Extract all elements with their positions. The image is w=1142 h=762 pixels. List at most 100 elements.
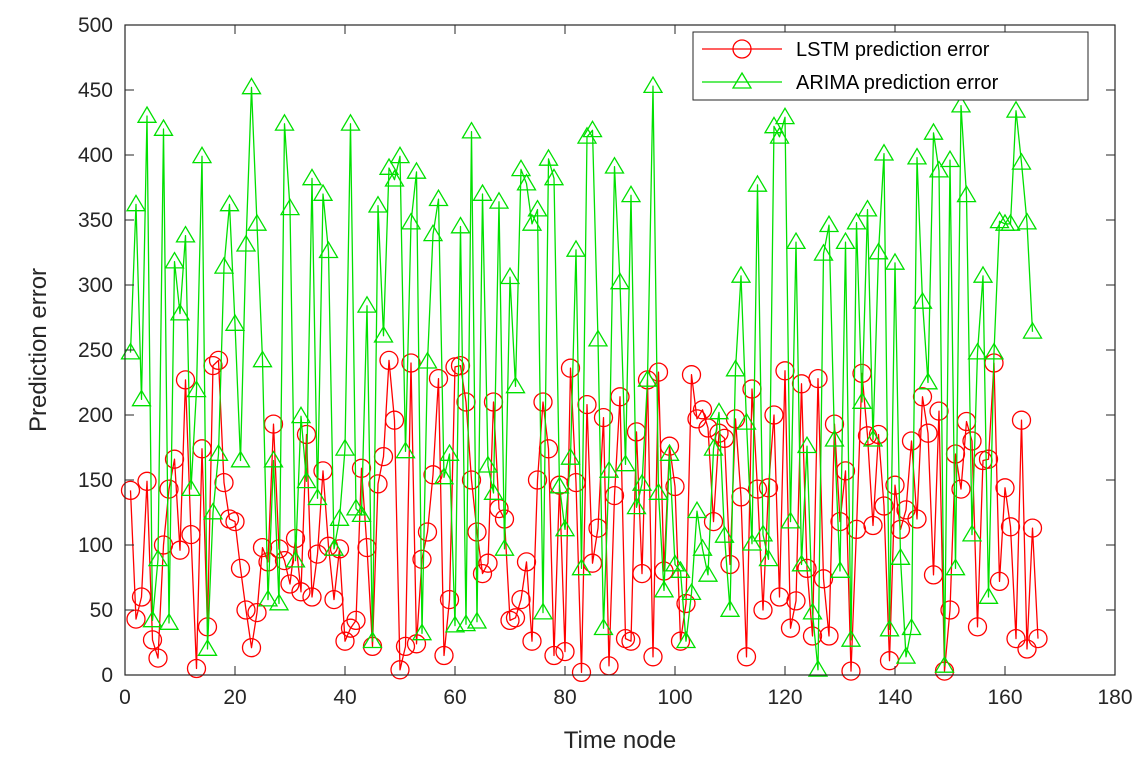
data-point-lstm-prediction-error xyxy=(951,479,971,499)
data-point-lstm-prediction-error xyxy=(555,641,575,662)
data-point-lstm-prediction-error xyxy=(247,602,267,623)
data-point-arima-prediction-error xyxy=(983,342,1005,360)
data-point-lstm-prediction-error xyxy=(368,474,388,494)
data-point-lstm-prediction-error xyxy=(137,471,157,491)
data-point-lstm-prediction-error xyxy=(571,662,592,683)
data-point-lstm-prediction-error xyxy=(863,515,883,536)
data-point-arima-prediction-error xyxy=(197,638,218,656)
data-point-lstm-prediction-error xyxy=(148,648,168,668)
data-point-lstm-prediction-error xyxy=(720,554,740,575)
data-point-lstm-prediction-error xyxy=(208,350,229,371)
data-point-arima-prediction-error xyxy=(901,617,922,636)
data-point-arima-prediction-error xyxy=(461,121,482,139)
data-point-lstm-prediction-error xyxy=(175,370,196,390)
data-point-arima-prediction-error xyxy=(604,156,625,174)
data-point-lstm-prediction-error xyxy=(918,423,938,443)
data-point-arima-prediction-error xyxy=(895,646,917,664)
data-point-arima-prediction-error xyxy=(796,435,818,454)
ticks-layer: 0 20 40 60 80 100 120 140 160 180 0 50 100 150 200 250 3… xyxy=(78,14,1133,709)
data-point-arima-prediction-error xyxy=(873,143,895,161)
y-tick-label: 150 xyxy=(78,469,113,492)
data-point-arima-prediction-error xyxy=(136,105,158,123)
data-point-lstm-prediction-error xyxy=(1022,518,1043,538)
data-point-lstm-prediction-error xyxy=(962,431,982,451)
data-point-arima-prediction-error xyxy=(538,148,559,166)
data-point-arima-prediction-error xyxy=(791,554,812,572)
data-point-lstm-prediction-error xyxy=(874,496,894,516)
data-point-lstm-prediction-error xyxy=(780,618,801,638)
data-point-lstm-prediction-error xyxy=(274,550,295,571)
data-point-lstm-prediction-error xyxy=(610,387,630,407)
data-point-lstm-prediction-error xyxy=(643,647,663,667)
data-point-arima-prediction-error xyxy=(763,116,785,134)
data-point-arima-prediction-error xyxy=(340,113,361,131)
data-point-arima-prediction-error xyxy=(296,471,317,489)
data-point-arima-prediction-error xyxy=(829,560,851,578)
data-point-arima-prediction-error xyxy=(191,146,213,164)
y-tick-label: 0 xyxy=(101,664,113,687)
data-point-lstm-prediction-error xyxy=(252,537,273,558)
legend-marker-arima xyxy=(731,71,753,89)
series-arima-prediction-error xyxy=(120,75,1043,677)
data-point-arima-prediction-error xyxy=(285,550,306,568)
data-point-arima-prediction-error xyxy=(719,599,741,617)
data-point-lstm-prediction-error xyxy=(467,522,487,542)
data-point-arima-prediction-error xyxy=(917,372,939,390)
data-point-arima-prediction-error xyxy=(714,525,735,543)
data-point-lstm-prediction-error xyxy=(885,475,905,495)
data-point-lstm-prediction-error xyxy=(819,626,839,646)
data-point-lstm-prediction-error xyxy=(511,589,531,610)
data-point-arima-prediction-error xyxy=(802,602,823,620)
data-point-arima-prediction-error xyxy=(521,213,543,231)
data-point-lstm-prediction-error xyxy=(170,540,190,560)
y-tick-label: 200 xyxy=(78,404,113,427)
data-point-lstm-prediction-error xyxy=(324,589,344,610)
data-point-lstm-prediction-error xyxy=(401,353,421,373)
data-point-lstm-prediction-error xyxy=(923,565,944,585)
data-point-arima-prediction-error xyxy=(318,240,339,259)
y-tick-label: 300 xyxy=(78,274,113,297)
data-point-arima-prediction-error xyxy=(890,547,911,565)
data-point-lstm-prediction-error xyxy=(912,387,933,407)
data-point-arima-prediction-error xyxy=(351,504,372,523)
data-point-arima-prediction-error xyxy=(956,185,977,203)
data-point-lstm-prediction-error xyxy=(423,465,443,485)
data-point-lstm-prediction-error xyxy=(907,509,927,529)
data-point-arima-prediction-error xyxy=(785,231,807,250)
data-point-lstm-prediction-error xyxy=(461,470,482,490)
data-point-lstm-prediction-error xyxy=(384,410,405,430)
data-point-arima-prediction-error xyxy=(675,630,697,649)
data-point-arima-prediction-error xyxy=(642,75,664,94)
x-tick-label: 60 xyxy=(443,686,466,709)
data-point-lstm-prediction-error xyxy=(236,600,256,620)
data-point-arima-prediction-error xyxy=(510,159,532,177)
data-point-arima-prediction-error xyxy=(246,213,268,231)
data-point-arima-prediction-error xyxy=(868,242,889,260)
data-point-lstm-prediction-error xyxy=(786,591,806,611)
data-point-arima-prediction-error xyxy=(824,429,845,447)
data-point-arima-prediction-error xyxy=(637,369,658,387)
data-point-arima-prediction-error xyxy=(120,342,141,360)
data-point-lstm-prediction-error xyxy=(164,449,185,469)
data-point-arima-prediction-error xyxy=(565,239,587,257)
data-point-arima-prediction-error xyxy=(928,160,950,178)
data-point-arima-prediction-error xyxy=(769,126,790,144)
series-line-arima-prediction-error xyxy=(129,85,1034,671)
data-point-lstm-prediction-error xyxy=(120,480,141,501)
data-point-arima-prediction-error xyxy=(158,612,180,630)
data-point-lstm-prediction-error xyxy=(302,587,322,607)
data-point-arima-prediction-error xyxy=(406,161,427,179)
data-point-arima-prediction-error xyxy=(653,580,675,598)
x-tick-label: 160 xyxy=(987,686,1022,709)
data-point-lstm-prediction-error xyxy=(505,608,526,628)
x-tick-label: 140 xyxy=(877,686,912,709)
data-point-lstm-prediction-error xyxy=(395,636,416,657)
data-point-lstm-prediction-error xyxy=(538,439,559,459)
data-point-lstm-prediction-error xyxy=(126,609,146,629)
data-point-arima-prediction-error xyxy=(323,538,345,556)
data-point-arima-prediction-error xyxy=(488,191,510,209)
data-point-arima-prediction-error xyxy=(598,460,620,478)
data-point-lstm-prediction-error xyxy=(1017,639,1037,659)
data-point-lstm-prediction-error xyxy=(1011,410,1032,430)
data-point-arima-prediction-error xyxy=(945,558,966,576)
